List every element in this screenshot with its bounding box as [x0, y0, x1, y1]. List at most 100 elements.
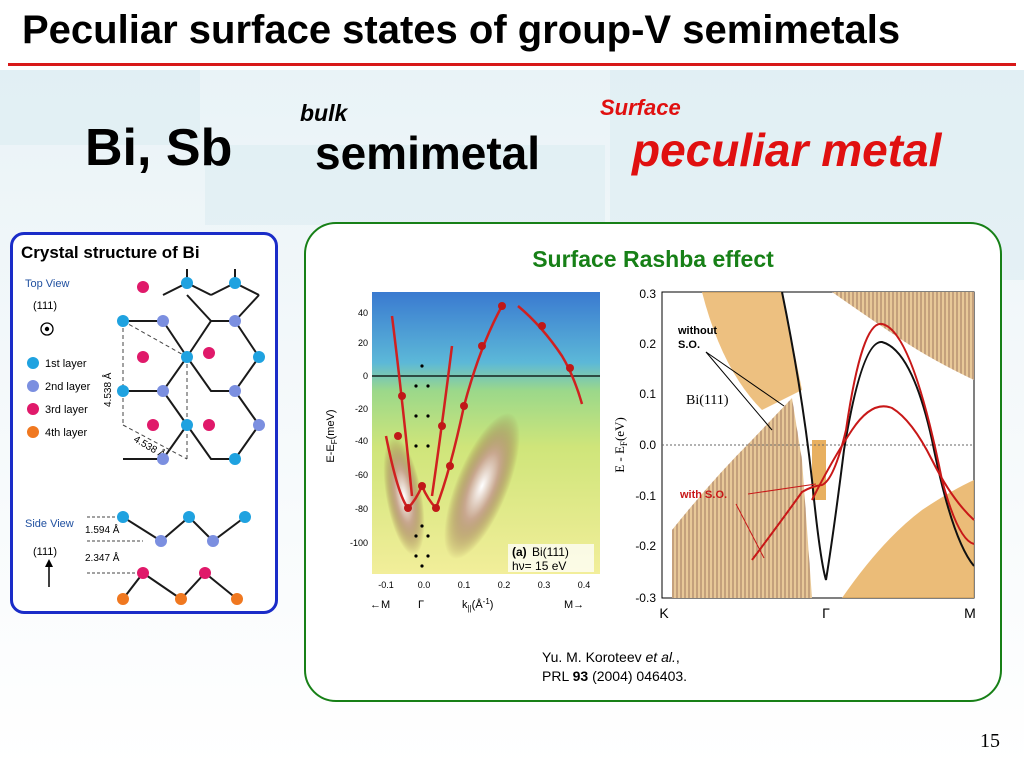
rashba-panel: Surface Rashba effect	[304, 222, 1002, 702]
crystal-structure-figure: Top View (111) 1st layer 2nd layer 3rd l…	[25, 269, 265, 605]
calc-y-ticks: 0.3 0.2 0.1 0.0 -0.1 -0.2 -0.3	[635, 287, 656, 605]
legend-layer3: 3rd layer	[45, 404, 88, 416]
arpes-x-label: k||(Å-1)	[462, 597, 493, 613]
legend-layer2: 2nd layer	[45, 381, 91, 393]
arpes-ytick: -100	[350, 538, 368, 548]
bulk-continuum-upper	[702, 292, 802, 410]
arpes-ytick: 40	[358, 308, 368, 318]
side-atom-layer1	[117, 511, 129, 523]
photon-energy: hν= 15 eV	[512, 559, 566, 573]
arpes-right-point: M→	[564, 599, 584, 611]
surface-band-points	[394, 302, 574, 512]
side-atom-layer2	[155, 535, 167, 547]
bulk-band-points	[414, 364, 430, 568]
atoms-layer2	[157, 315, 265, 465]
legend-dot-layer1	[27, 357, 39, 369]
calc-xtick: K	[659, 605, 669, 621]
arpes-plot: (a) Bi(111) hν= 15 eV 40 20 0 -20 -40 -6…	[325, 292, 600, 613]
calc-xtick: M	[964, 605, 976, 621]
panel-label: (a)	[512, 545, 527, 559]
band-calculation-plot: 0.3 0.2 0.1 0.0 -0.1 -0.2 -0.3 E - EF(eV…	[612, 287, 976, 621]
side-atom-layer3	[137, 567, 149, 579]
legend-layer1: 1st layer	[45, 358, 87, 370]
lattice-distance-a: 4.538 Å	[101, 372, 114, 407]
bulk-continuum-lower	[842, 480, 974, 598]
arpes-xtick: 0.1	[458, 580, 471, 590]
arpes-ytick: -80	[355, 504, 368, 514]
side-atom-layer4	[231, 593, 243, 605]
panel-label-bg	[508, 544, 594, 572]
arpes-gamma-point: Γ	[418, 599, 424, 611]
with-so-pointer	[735, 503, 765, 559]
side-view-label: Side View	[25, 518, 74, 530]
out-of-plane-icon	[40, 322, 54, 336]
arpes-x-ticks: -0.1 0.0 0.1 0.2 0.3 0.4	[378, 580, 590, 590]
bilayer-bonds-top	[122, 515, 246, 543]
bulk-band-feature	[444, 413, 520, 559]
side-atom-layer4	[175, 593, 187, 605]
direction-arrowhead	[45, 559, 53, 567]
elements-label: Bi, Sb	[85, 119, 233, 177]
calc-ytick: 0.2	[639, 337, 656, 351]
atoms-layer3	[137, 281, 215, 431]
legend-dot-layer3	[27, 403, 39, 415]
with-so-pointer	[747, 483, 817, 495]
arpes-xtick: 0.3	[538, 580, 551, 590]
surface-value: peculiar metal	[632, 124, 942, 176]
out-of-plane-dot	[44, 326, 50, 332]
calc-y-label: E - EF(eV)	[612, 417, 629, 473]
interlayer-distance-b: 2.347 Å	[85, 551, 120, 564]
arpes-y-ticks: 40 20 0 -20 -40 -60 -80 -100	[350, 308, 368, 548]
crystal-structure-panel: Crystal structure of Bi Top View (111) 1…	[10, 232, 278, 614]
unit-cell-outline	[122, 320, 188, 460]
side-atom-layer2	[207, 535, 219, 547]
calc-ytick: 0.0	[639, 438, 656, 452]
bulk-continuum-right	[832, 292, 974, 380]
citation: Yu. M. Koroteev et al., PRL 93 (2004) 04…	[542, 648, 687, 686]
crystal-structure-title: Crystal structure of Bi	[21, 243, 200, 262]
arpes-xtick: -0.1	[378, 580, 394, 590]
arpes-left-point: ←M	[370, 599, 390, 611]
background-block	[205, 145, 605, 225]
calc-ytick: -0.3	[635, 591, 656, 605]
without-so-label: without	[677, 325, 717, 337]
without-so-pointer	[705, 351, 773, 431]
panel-material: Bi(111)	[532, 545, 569, 559]
calc-ytick: 0.1	[639, 387, 656, 401]
legend-dot-layer4	[27, 426, 39, 438]
rashba-title: Surface Rashba effect	[532, 246, 774, 272]
bulk-value: semimetal	[315, 127, 541, 179]
calc-x-ticks: K Γ M	[659, 605, 976, 621]
surface-label: Surface	[600, 95, 681, 120]
arpes-xtick: 0.2	[498, 580, 511, 590]
arpes-ytick: 20	[358, 338, 368, 348]
atoms-layer1	[117, 277, 265, 465]
without-so-pointer	[705, 351, 785, 407]
title-underline	[8, 63, 1016, 66]
arpes-ytick: -60	[355, 470, 368, 480]
side-atom-layer1	[239, 511, 251, 523]
slide-title: Peculiar surface states of group-V semim…	[22, 8, 901, 52]
arpes-xtick: 0.4	[578, 580, 591, 590]
legend-layer4: 4th layer	[45, 427, 88, 439]
side-atom-layer3	[199, 567, 211, 579]
arpes-ytick: -20	[355, 404, 368, 414]
arpes-y-label: E-EF(meV)	[325, 409, 339, 462]
arpes-xtick: 0.0	[418, 580, 431, 590]
side-view-direction: (111)	[33, 546, 57, 558]
hexagon-bonds	[123, 269, 261, 460]
bulk-continuum-left	[672, 398, 812, 598]
top-view-label: Top View	[25, 278, 69, 290]
band-curves	[751, 291, 975, 581]
citation-journal-line: PRL 93 (2004) 046403.	[542, 668, 688, 684]
side-atom-layer4	[117, 593, 129, 605]
bulk-label: bulk	[300, 100, 348, 126]
page-number: 15	[980, 730, 1000, 752]
side-atom-layer1	[183, 511, 195, 523]
citation-authors-line: Yu. M. Koroteev et al.,	[542, 649, 680, 665]
top-view-direction: (111)	[33, 300, 57, 312]
calc-ytick: -0.1	[635, 489, 656, 503]
calc-xtick: Γ	[822, 605, 830, 621]
without-so-label-line2: S.O.	[678, 339, 700, 351]
legend-dot-layer2	[27, 380, 39, 392]
